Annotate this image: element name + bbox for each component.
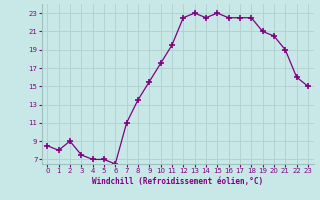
X-axis label: Windchill (Refroidissement éolien,°C): Windchill (Refroidissement éolien,°C) — [92, 177, 263, 186]
